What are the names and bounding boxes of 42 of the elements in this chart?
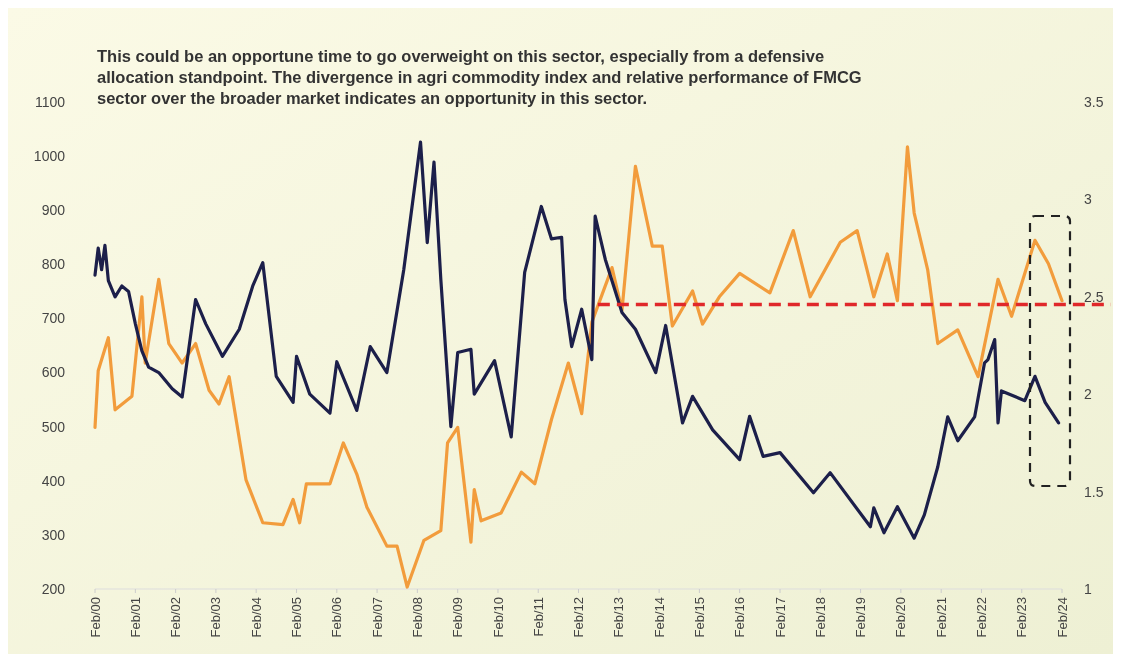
y-tick-label: 500 bbox=[41, 418, 66, 435]
x-tick-label: Feb/14 bbox=[651, 597, 667, 638]
y2-tick-label: 2.5 bbox=[1084, 288, 1104, 305]
y2-tick-label: 3.5 bbox=[1084, 93, 1104, 110]
x-tick-label: Feb/12 bbox=[571, 597, 587, 638]
y2-tick-label: 3 bbox=[1084, 191, 1092, 208]
y-tick-label: 1000 bbox=[33, 148, 66, 165]
y-tick-label: 700 bbox=[41, 310, 66, 327]
y-tick-label: 1100 bbox=[34, 93, 66, 110]
y-tick-label: 900 bbox=[41, 202, 66, 219]
x-tick-label: Feb/03 bbox=[208, 597, 224, 638]
x-tick-label: Feb/01 bbox=[127, 597, 143, 638]
x-tick-label: Feb/22 bbox=[974, 597, 990, 638]
x-tick-label: Feb/05 bbox=[289, 597, 305, 638]
x-tick-label: Feb/19 bbox=[853, 597, 869, 638]
x-tick-label: Feb/24 bbox=[1054, 597, 1070, 638]
x-tick-label: Feb/23 bbox=[1014, 597, 1030, 638]
y2-tick-label: 1.5 bbox=[1084, 483, 1104, 500]
x-tick-label: Feb/10 bbox=[490, 597, 506, 638]
y-tick-label: 800 bbox=[41, 256, 66, 273]
y2-tick-label: 1 bbox=[1084, 580, 1092, 597]
y-tick-label: 600 bbox=[41, 364, 66, 381]
x-tick-label: Feb/17 bbox=[772, 597, 788, 638]
x-tick-label: Feb/20 bbox=[893, 597, 909, 638]
x-tick-label: Feb/08 bbox=[409, 597, 425, 638]
x-tick-label: Feb/18 bbox=[812, 597, 828, 638]
x-tick-label: Feb/13 bbox=[611, 597, 627, 638]
x-tick-label: Feb/21 bbox=[933, 597, 949, 638]
x-tick-label: Feb/04 bbox=[248, 597, 264, 638]
x-tick-label: Feb/15 bbox=[691, 597, 707, 638]
y-tick-label: 400 bbox=[41, 472, 66, 489]
x-tick-label: Feb/09 bbox=[450, 597, 466, 638]
x-tick-label: Feb/02 bbox=[168, 597, 184, 638]
y-tick-label: 300 bbox=[41, 526, 66, 543]
y-tick-label: 200 bbox=[41, 580, 66, 597]
x-tick-label: Feb/11 bbox=[530, 597, 546, 637]
x-tick-label: Feb/07 bbox=[369, 597, 385, 638]
y2-tick-label: 2 bbox=[1084, 386, 1092, 403]
chart-title: This could be an opportune time to go overweight on this sector, especially from a defensive allocation standpoint. The divergence in agri commodity index and relative performance of FMCG sector over the broader market indicates an opportunity in this sector. bbox=[97, 47, 862, 107]
x-tick-label: Feb/06 bbox=[329, 597, 345, 638]
x-tick-label: Feb/00 bbox=[87, 597, 103, 638]
x-tick-label: Feb/16 bbox=[732, 597, 748, 638]
